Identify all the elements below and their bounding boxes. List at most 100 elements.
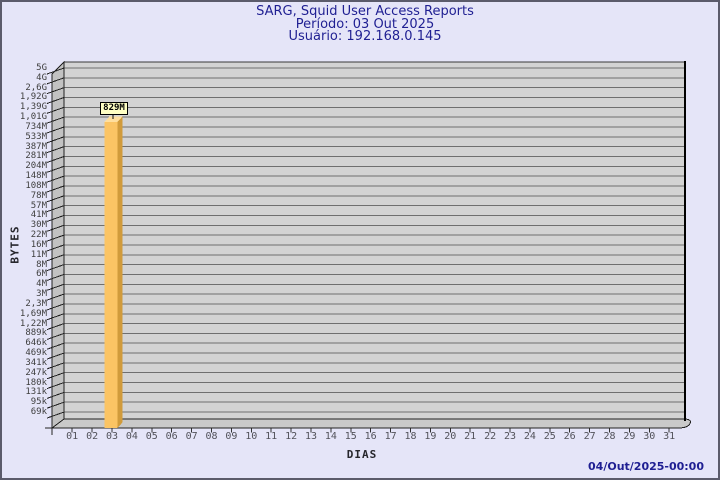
y-tick-label: 11M <box>30 249 47 260</box>
x-axis-ticks <box>71 428 670 433</box>
y-tick <box>46 293 65 301</box>
y-tick-label: 6M <box>36 269 47 280</box>
y-tick-label: 1,22M <box>19 318 47 329</box>
y-tick-label: 57M <box>30 200 47 211</box>
y-tick-label: 469k <box>25 348 47 359</box>
gridlines <box>64 67 684 413</box>
x-tick-label: 12 <box>285 431 298 442</box>
x-tick-label: 23 <box>503 431 517 442</box>
x-tick-label: 07 <box>185 431 198 442</box>
chart-floor <box>50 418 691 429</box>
y-tick-label: 533M <box>25 131 47 142</box>
x-tick-label: 28 <box>603 431 616 442</box>
y-tick <box>46 244 65 252</box>
y-tick <box>46 391 65 399</box>
x-tick-label: 18 <box>404 431 417 442</box>
y-tick-label: 341k <box>25 357 47 368</box>
y-tick <box>46 352 65 360</box>
y-tick <box>46 155 65 163</box>
x-tick-label: 21 <box>464 431 477 442</box>
y-tick-label: 108M <box>25 180 47 191</box>
y-tick <box>46 273 65 281</box>
y-tick <box>46 77 65 85</box>
bar-side-face <box>117 116 123 428</box>
x-tick-label: 09 <box>225 431 238 442</box>
y-tick <box>46 362 65 370</box>
y-tick <box>46 116 65 124</box>
x-tick-label: 03 <box>105 431 119 442</box>
y-tick <box>46 195 65 203</box>
y-tick-label: 41M <box>30 210 47 221</box>
x-tick-label: 05 <box>145 431 158 442</box>
y-tick-label: 281M <box>25 151 47 162</box>
x-tick-label: 16 <box>364 431 377 442</box>
y-tick <box>46 97 65 104</box>
y-tick-label: 734M <box>25 121 47 132</box>
y-tick-label: 247k <box>25 367 47 378</box>
y-tick-label: 148M <box>25 171 47 182</box>
x-tick-label: 27 <box>583 431 596 442</box>
y-tick <box>46 342 65 350</box>
bar-series <box>104 113 123 428</box>
y-tick-label: 1,69M <box>19 308 47 319</box>
x-tick-label: 08 <box>205 431 218 442</box>
x-tick-label: 06 <box>165 431 178 442</box>
bar-front-face <box>104 122 118 428</box>
y-tick <box>46 313 65 321</box>
y-tick-label: 16M <box>30 239 47 250</box>
y-tick-label: 3M <box>36 289 47 300</box>
y-tick <box>46 382 65 390</box>
y-tick <box>46 175 65 183</box>
y-tick <box>46 205 65 213</box>
y-tick <box>46 254 65 262</box>
x-tick-label: 24 <box>523 431 536 442</box>
chart-title: SARG, Squid User Access Reports <box>256 4 474 19</box>
y-tick <box>46 224 65 232</box>
y-tick <box>46 126 65 134</box>
y-tick <box>46 165 65 173</box>
x-tick-label: 20 <box>444 431 457 442</box>
y-tick-label: 22M <box>30 230 47 241</box>
x-tick-label: 10 <box>245 431 258 442</box>
x-tick-label: 22 <box>484 431 497 442</box>
y-tick-label: 69k <box>30 407 47 418</box>
x-tick-label: 19 <box>424 431 437 442</box>
y-tick <box>46 67 65 75</box>
chart-user: Usuário: 192.168.0.145 <box>288 29 442 44</box>
y-tick-label: 2,6G <box>25 82 47 93</box>
chart-back-wall <box>63 61 686 420</box>
y-tick <box>46 234 65 242</box>
y-tick <box>46 372 65 380</box>
y-axis-ticks <box>46 67 65 419</box>
y-tick <box>46 323 65 331</box>
y-tick-label: 131k <box>25 387 47 398</box>
x-tick-label: 02 <box>86 431 99 442</box>
y-tick-label: 5G <box>36 63 47 73</box>
x-tick-label: 14 <box>324 431 337 442</box>
y-tick <box>46 411 65 419</box>
y-tick <box>46 146 65 154</box>
y-tick-label: 78M <box>30 190 47 201</box>
y-tick <box>46 214 65 222</box>
y-tick-label: 4G <box>36 72 47 83</box>
y-tick-label: 95k <box>30 397 47 408</box>
y-tick <box>46 185 65 193</box>
y-tick-label: 1,39G <box>19 102 47 113</box>
x-tick-label: 11 <box>265 431 278 442</box>
y-tick-label: 180k <box>25 377 47 388</box>
x-tick-label: 17 <box>384 431 397 442</box>
y-tick-label: 889k <box>25 328 47 339</box>
y-tick <box>46 283 65 291</box>
y-tick-label: 2,3M <box>25 298 47 309</box>
x-tick-label: 13 <box>304 431 318 442</box>
y-tick <box>46 106 65 114</box>
x-tick-label: 29 <box>623 431 636 442</box>
y-tick <box>46 87 65 95</box>
y-tick-label: 387M <box>25 141 47 152</box>
bar-top-face <box>104 116 123 122</box>
x-axis-title: DIAS <box>346 448 378 461</box>
generated-timestamp: 04/Out/2025-00:00 <box>588 460 704 473</box>
y-tick-label: 1,01G <box>19 112 47 123</box>
